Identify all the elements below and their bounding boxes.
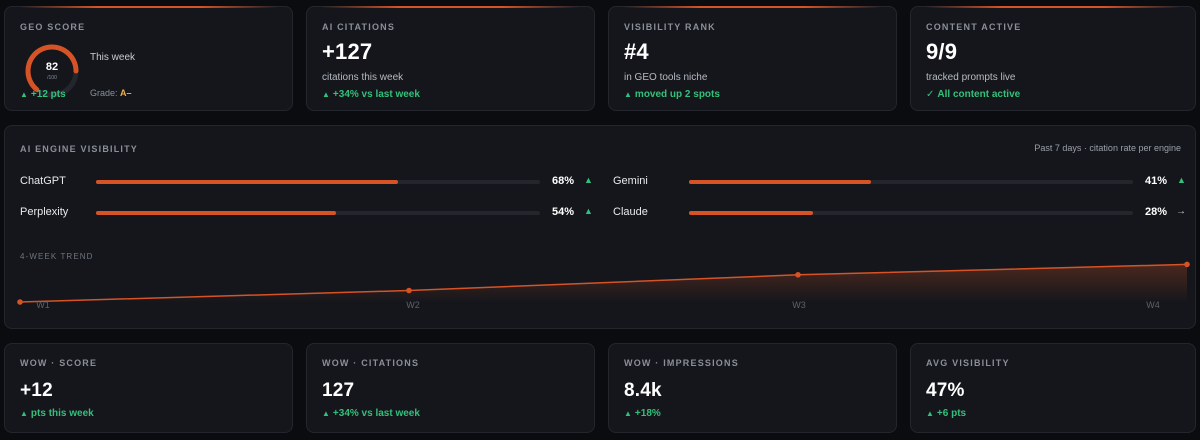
engine-percent: 68% xyxy=(551,175,574,187)
engine-percent: 41% xyxy=(1144,175,1167,187)
wow-impressions-delta: ▲ +18% xyxy=(624,408,661,419)
grade-value: A– xyxy=(120,88,132,98)
geo-score-grade: Grade: A– xyxy=(90,88,132,98)
visibility-rank-delta: ▲ moved up 2 spots xyxy=(624,89,720,100)
engine-row-gemini: Gemini 41% ▲ xyxy=(613,174,1188,190)
up-arrow-icon: ▲ xyxy=(584,206,593,216)
engine-percent: 28% xyxy=(1144,206,1167,218)
geo-score-delta: ▲ +12 pts xyxy=(20,89,66,100)
geo-score-kicker: GEO SCORE xyxy=(20,22,86,32)
engine-name: Claude xyxy=(613,206,648,218)
trend-chart-title: 4-WEEK TREND xyxy=(20,252,94,261)
avg-visibility-delta: ▲ +6 pts xyxy=(926,408,967,419)
ai-citations-kicker: AI CITATIONS xyxy=(322,22,396,32)
wow-citations-card: WOW · CITATIONS 127 ▲ +34% vs last week xyxy=(306,343,595,433)
content-active-card: CONTENT ACTIVE 9/9 tracked prompts live … xyxy=(910,6,1196,111)
wow-impressions-value: 8.4k xyxy=(624,380,662,401)
visibility-rank-value: #4 xyxy=(624,39,649,64)
wow-citations-kicker: WOW · CITATIONS xyxy=(322,358,420,368)
engine-bar-track xyxy=(96,180,540,184)
up-arrow-icon: ▲ xyxy=(322,90,330,99)
trend-x-tick-label: W2 xyxy=(406,300,420,310)
engine-visibility-note: Past 7 days · citation rate per engine xyxy=(1034,143,1181,153)
geo-score-card: GEO SCORE 82 /100 This week ▲ +12 pts Gra… xyxy=(4,6,293,111)
wow-citations-value: 127 xyxy=(322,380,355,401)
avg-visibility-kicker: AVG VISIBILITY xyxy=(926,358,1010,368)
wow-score-value: +12 xyxy=(20,380,53,401)
engine-name: Gemini xyxy=(613,175,648,187)
engine-bar-fill xyxy=(689,211,814,215)
trend-area xyxy=(20,264,1187,303)
wow-score-delta: ▲ pts this week xyxy=(20,408,94,419)
wow-citations-delta: ▲ +34% vs last week xyxy=(322,408,420,419)
visibility-rank-card: VISIBILITY RANK #4 in GEO tools niche ▲ m… xyxy=(608,6,897,111)
up-arrow-icon: ▲ xyxy=(20,409,28,418)
engine-bar-fill xyxy=(96,180,398,184)
geo-score-value: 82 xyxy=(45,61,59,73)
up-arrow-icon: ▲ xyxy=(624,409,632,418)
trend-point xyxy=(1184,261,1190,268)
wow-impressions-kicker: WOW · IMPRESSIONS xyxy=(624,358,739,368)
content-active-delta: ✓ All content active xyxy=(926,89,1021,100)
wow-score-kicker: WOW · SCORE xyxy=(20,358,98,368)
visibility-rank-kicker: VISIBILITY RANK xyxy=(624,22,716,32)
engine-bar-track xyxy=(689,180,1133,184)
up-arrow-icon: ▲ xyxy=(322,409,330,418)
avg-visibility-card: AVG VISIBILITY 47% ▲ +6 pts xyxy=(910,343,1196,433)
up-arrow-icon: ▲ xyxy=(20,90,28,99)
trend-point xyxy=(17,299,23,305)
engine-bar-fill xyxy=(689,180,872,184)
trend-line xyxy=(19,263,1188,303)
ai-citations-value: +127 xyxy=(322,39,373,64)
engine-bar-track xyxy=(689,211,1133,215)
wow-impressions-card: WOW · IMPRESSIONS 8.4k ▲ +18% xyxy=(608,343,897,433)
ai-citations-card: AI CITATIONS +127 citations this week ▲ +… xyxy=(306,6,595,111)
content-active-value: 9/9 xyxy=(926,39,958,64)
ai-citations-sub: citations this week xyxy=(322,72,404,83)
geo-score-max: /100 xyxy=(47,75,57,81)
wow-score-card: WOW · SCORE +12 ▲ pts this week xyxy=(4,343,293,433)
up-arrow-icon: ▲ xyxy=(926,409,934,418)
visibility-rank-sub: in GEO tools niche xyxy=(624,72,708,83)
engine-bar-fill xyxy=(96,211,336,215)
engine-row-perplexity: Perplexity 54% ▲ xyxy=(20,205,595,221)
up-arrow-icon: ▲ xyxy=(624,90,632,99)
ai-citations-delta: ▲ +34% vs last week xyxy=(322,89,420,100)
trend-x-tick-label: W3 xyxy=(792,300,806,310)
content-active-kicker: CONTENT ACTIVE xyxy=(926,22,1022,32)
engine-bar-track xyxy=(96,211,540,215)
engine-name: Perplexity xyxy=(20,206,69,218)
trend-x-tick-label: W1 xyxy=(36,300,50,310)
trend-chart: W1 W2 W3 W4 xyxy=(17,261,1190,310)
engine-visibility-title: AI ENGINE VISIBILITY xyxy=(20,144,139,154)
engine-percent: 54% xyxy=(551,206,574,218)
engine-visibility-panel: AI ENGINE VISIBILITY Past 7 days · citat… xyxy=(4,125,1196,329)
content-active-sub: tracked prompts live xyxy=(926,72,1016,83)
avg-visibility-value: 47% xyxy=(926,380,965,401)
trend-x-tick-label: W4 xyxy=(1146,300,1160,310)
engine-name: ChatGPT xyxy=(20,175,66,187)
flat-arrow-icon: → xyxy=(1176,206,1186,217)
up-arrow-icon: ▲ xyxy=(584,175,593,185)
up-arrow-icon: ▲ xyxy=(1177,175,1186,185)
engine-row-chatgpt: ChatGPT 68% ▲ xyxy=(20,174,595,190)
trend-point xyxy=(795,272,801,278)
engine-row-claude: Claude 28% → xyxy=(613,205,1188,221)
trend-point xyxy=(406,287,412,294)
check-icon: ✓ xyxy=(926,89,935,100)
geo-score-period: This week xyxy=(90,52,136,63)
geo-score-gauge: 82 /100 xyxy=(23,42,81,100)
